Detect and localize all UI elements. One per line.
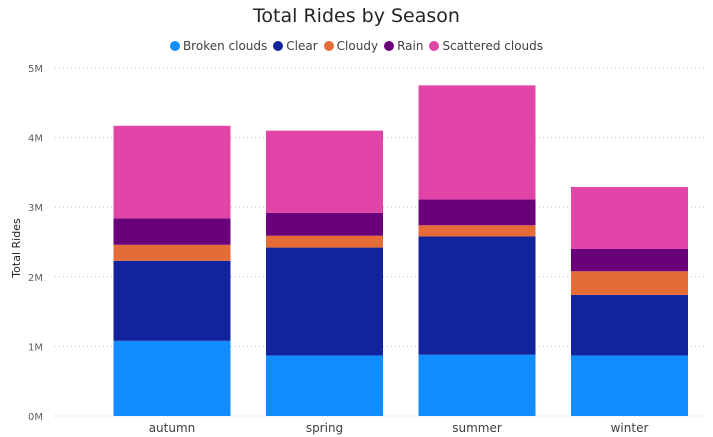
legend-swatch [169,41,180,51]
y-tick-label: 1M [28,342,43,353]
y-tick-label: 5M [28,64,43,75]
legend-label: Rain [397,39,424,53]
legend-item[interactable]: Scattered clouds [429,39,543,53]
legend-item[interactable]: Broken clouds [169,39,268,53]
bar-segment [113,125,231,219]
legend-swatch [429,41,440,51]
x-tick-label: autumn [149,421,196,435]
bar-segment [418,236,536,355]
bar-segment [418,85,536,200]
legend: Broken clouds Clear Cloudy Rain Scattered cl… [0,39,713,53]
bar-segment [113,260,231,341]
y-tick-label: 2M [28,273,43,284]
y-tick-label: 3M [28,203,43,214]
bar-segment [418,199,536,226]
chart-title: Total Rides by Season [253,5,460,27]
bar-segment [571,248,688,272]
bar-segment [266,247,383,356]
bar-segment [113,340,231,416]
x-tick-label: winter [611,421,649,435]
bar-segment [266,212,383,236]
bar-segment [418,354,536,416]
legend-swatch [323,41,334,51]
y-tick-label: 0M [28,412,43,423]
bar-segment [266,130,383,213]
legend-item[interactable]: Cloudy [323,39,379,53]
y-tick-label: 4M [28,134,43,145]
legend-label: Broken clouds [182,39,268,53]
bar-segment [571,294,688,356]
bar-segment [266,355,383,416]
bar-segment [418,225,536,237]
bar-segment [571,187,688,249]
legend-item[interactable]: Clear [273,39,318,53]
bar-segment [113,244,231,261]
legend-swatch [273,41,284,51]
legend-item[interactable]: Rain [384,39,423,53]
legend-label: Cloudy [336,39,379,53]
legend-label: Clear [286,39,318,53]
bar-segment [571,355,688,416]
x-tick-label: summer [452,421,502,435]
bar-segment [113,218,231,245]
legend-label: Scattered clouds [442,39,544,53]
y-axis-label: Total Rides [10,218,23,279]
bar-segment [571,271,688,295]
legend-swatch [384,41,395,51]
bar-segment [266,235,383,248]
x-tick-label: spring [306,421,343,435]
